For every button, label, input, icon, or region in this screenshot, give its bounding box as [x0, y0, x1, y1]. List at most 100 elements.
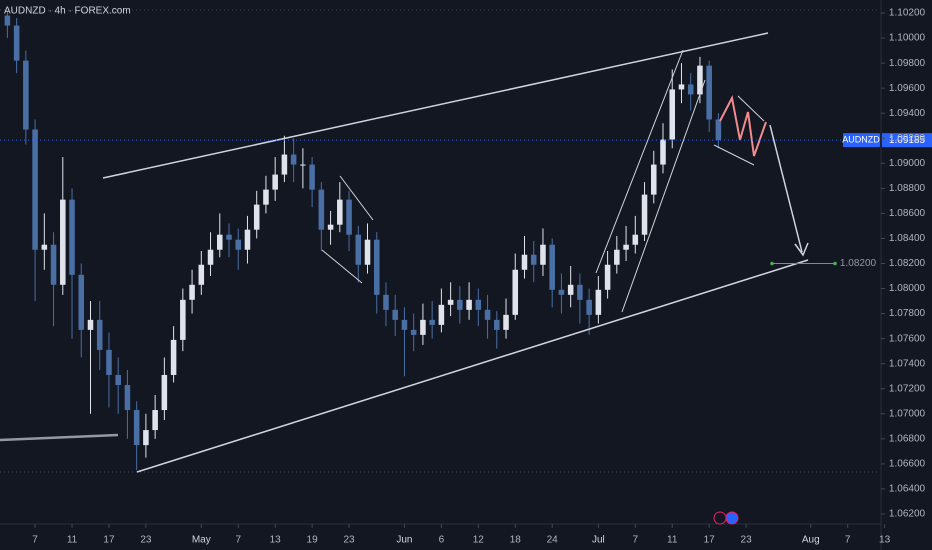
candle-body — [189, 284, 195, 300]
x-tick-label: 13 — [270, 535, 282, 546]
y-tick-label: 1.09000 — [889, 158, 926, 169]
y-tick-label: 1.08000 — [889, 283, 926, 294]
candle-body — [60, 199, 66, 285]
candle-body — [604, 264, 611, 290]
candle-body — [327, 224, 334, 230]
candle-body — [466, 299, 472, 310]
y-tick-label: 1.07000 — [889, 408, 926, 419]
candle-body — [660, 139, 666, 165]
x-tick-label: 24 — [547, 535, 559, 546]
candle-body — [420, 319, 426, 335]
x-tick-label: Jul — [592, 535, 605, 546]
candle-body — [410, 329, 417, 335]
candle-body — [170, 339, 177, 375]
candles — [4, 10, 722, 471]
candle-body — [13, 25, 20, 61]
y-tick-label: 1.09200 — [889, 133, 926, 144]
candle-body — [50, 244, 57, 285]
channel-line — [595, 49, 684, 274]
y-tick-label: 1.06800 — [889, 433, 926, 444]
candle-body — [715, 119, 722, 141]
candle-body — [272, 174, 278, 190]
x-tick-label: 18 — [510, 535, 522, 546]
x-tick-label: 17 — [103, 535, 115, 546]
candle-body — [512, 269, 519, 315]
candle-body — [383, 294, 389, 310]
candle-body — [263, 189, 269, 205]
price-tag — [882, 133, 932, 148]
candle-body — [235, 239, 242, 250]
lower-trendline — [136, 259, 809, 473]
candle-body — [697, 65, 703, 95]
candle-body — [216, 234, 223, 250]
candle-body — [161, 374, 168, 411]
candle-body — [133, 410, 140, 446]
x-tick-label: 23 — [140, 535, 152, 546]
candle-body — [586, 299, 592, 315]
channel-line — [339, 175, 374, 221]
candle-body — [23, 60, 29, 130]
y-tick-label: 1.07600 — [889, 333, 926, 344]
candle-body — [253, 204, 260, 230]
candle-body — [521, 254, 528, 270]
candle-body — [475, 299, 482, 310]
target-handle — [770, 261, 774, 266]
candle-body — [300, 164, 306, 166]
candle-body — [373, 239, 380, 295]
x-tick-label: 7 — [32, 535, 38, 546]
x-tick-label: 7 — [845, 535, 851, 546]
candle-body — [290, 154, 297, 165]
y-tick-label: 1.08600 — [889, 208, 926, 219]
x-tick-label: 11 — [667, 535, 678, 546]
candle-body — [69, 199, 75, 275]
target-label: 1.08200 — [840, 258, 877, 269]
y-tick-label: 1.09800 — [889, 58, 926, 69]
x-tick-label: 17 — [704, 535, 716, 546]
candle-body — [4, 15, 11, 26]
candle-body — [401, 319, 408, 330]
x-tick-label: May — [192, 535, 211, 546]
y-tick-label: 1.07800 — [889, 308, 926, 319]
x-tick-label: 23 — [741, 535, 753, 546]
y-tick-label: 1.07200 — [889, 383, 926, 394]
y-tick-label: 1.09400 — [889, 108, 926, 119]
y-tick-label: 1.08400 — [889, 233, 926, 244]
price-tag-text: 1.09185 — [889, 135, 926, 146]
candle-body — [180, 299, 186, 340]
candle-body — [540, 244, 546, 265]
target-handle — [833, 261, 837, 266]
candle-body — [318, 189, 325, 230]
arrow — [769, 124, 803, 253]
arrow-head — [794, 242, 809, 257]
candle-body — [337, 199, 343, 225]
y-tick-label: 1.06400 — [889, 484, 926, 495]
candle-body — [115, 374, 121, 385]
candle-body — [207, 249, 214, 265]
candle-body — [558, 289, 565, 295]
candle-body — [364, 239, 371, 265]
candle-body — [530, 254, 537, 265]
candle-body — [567, 284, 574, 295]
event-icon[interactable] — [725, 511, 739, 525]
x-tick-label: 11 — [67, 535, 78, 546]
candle-body — [124, 384, 131, 411]
support-line — [0, 433, 119, 442]
x-tick-label: 19 — [307, 535, 319, 546]
x-tick-label: 7 — [633, 535, 639, 546]
chart-title: AUDNZD · 4h · FOREX.com — [4, 6, 131, 17]
candle-body — [632, 234, 639, 245]
y-tick-label: 1.08800 — [889, 183, 926, 194]
candle-body — [678, 84, 685, 90]
candle-body — [281, 154, 288, 175]
candle-body — [503, 314, 509, 330]
x-tick-label: 13 — [879, 535, 891, 546]
candle-body — [457, 299, 463, 310]
candle-body — [641, 194, 648, 235]
upper-trendline — [102, 32, 769, 179]
projection-zigzag — [719, 94, 767, 157]
channel-line — [621, 79, 706, 313]
candle-body — [106, 349, 112, 375]
y-tick-label: 1.06600 — [889, 459, 926, 470]
